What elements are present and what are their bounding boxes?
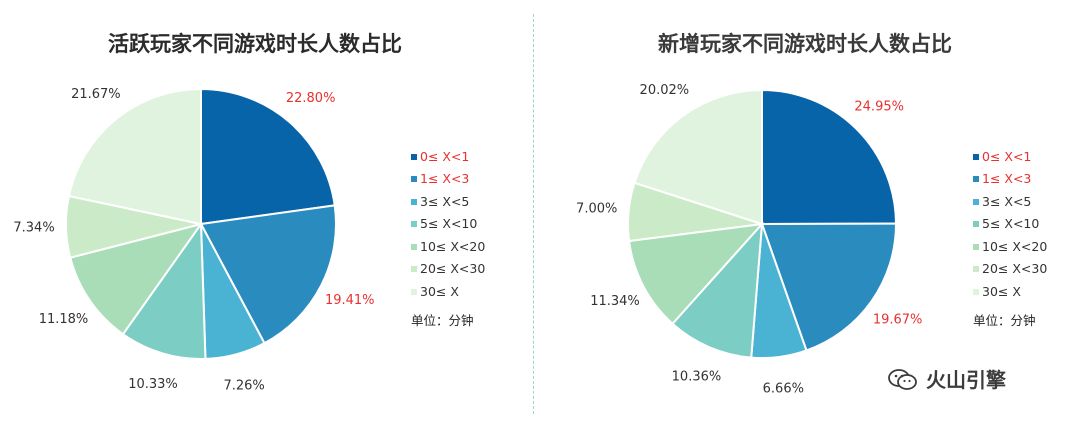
legend-label: 10≤ X<20 — [982, 239, 1048, 254]
legend-unit-label: 单位：分钟 — [411, 313, 474, 328]
legend-item-1-3: 1≤ X<3 — [411, 172, 469, 186]
legend-swatch — [973, 153, 979, 160]
legend-item-5-10: 5≤ X<10 — [411, 217, 477, 231]
legend-swatch — [411, 220, 417, 227]
legend-item-30-plus: 30≤ X — [973, 285, 1021, 299]
pie-data-label: 21.67% — [71, 87, 121, 102]
legend-label: 3≤ X<5 — [420, 194, 470, 209]
legend-item-0-1: 0≤ X<1 — [973, 150, 1031, 164]
pie-data-label: 11.18% — [39, 312, 89, 327]
legend-label: 30≤ X — [420, 284, 459, 299]
legend-swatch — [973, 175, 979, 182]
legend-label: 5≤ X<10 — [420, 216, 478, 231]
panel-divider — [533, 14, 534, 414]
legend-item-30-plus: 30≤ X — [411, 285, 459, 299]
legend-swatch — [973, 243, 979, 250]
pie-slice — [761, 88, 898, 226]
pie-1: 24.95% 19.67% 6.66% 10.36% 11.34% 7.00% 20.02% — [576, 83, 922, 397]
chart-title-new-players: 新增玩家不同游戏时长人数占比 — [658, 32, 952, 56]
pie-0: 22.80% 19.41% 7.26% 10.33% 11.18% 7.34% 21.67% — [13, 87, 374, 393]
pie-data-label: 6.66% — [763, 382, 804, 397]
pie-slice — [199, 204, 337, 345]
pie-slice — [627, 222, 765, 326]
legend-item-3-5: 3≤ X<5 — [973, 195, 1031, 209]
legend-item-1-3: 1≤ X<3 — [973, 172, 1031, 186]
pie-slice — [200, 87, 336, 226]
pie-slice — [69, 222, 204, 336]
legend-item-20-30: 20≤ X<30 — [973, 262, 1047, 276]
legend-swatch — [973, 198, 979, 205]
legend-label: 3≤ X<5 — [982, 194, 1032, 209]
legend-swatch — [973, 265, 979, 272]
chart-title-active-players: 活跃玩家不同游戏时长人数占比 — [108, 32, 402, 56]
legend-label: 0≤ X<1 — [420, 149, 470, 164]
pie-data-label: 11.34% — [590, 294, 640, 309]
legend-swatch — [411, 243, 417, 250]
legend-swatch — [411, 153, 417, 160]
watermark-text: 火山引擎 — [926, 368, 1006, 392]
legend-label: 10≤ X<20 — [420, 239, 486, 254]
pie-data-label: 24.95% — [854, 99, 904, 114]
legend-swatch — [411, 198, 417, 205]
legend-swatch — [973, 288, 979, 295]
legend-unit-label: 单位：分钟 — [973, 313, 1036, 328]
pie-data-label: 19.67% — [873, 313, 923, 328]
pie-data-label: 10.33% — [128, 377, 178, 392]
legend-label: 20≤ X<30 — [982, 261, 1048, 276]
pie-data-label: 7.00% — [576, 202, 617, 217]
pie-data-label: 7.34% — [13, 221, 54, 236]
legend-item-3-5: 3≤ X<5 — [411, 195, 469, 209]
legend-item-5-10: 5≤ X<10 — [973, 217, 1039, 231]
legend-swatch — [411, 288, 417, 295]
pie-slice — [671, 221, 764, 359]
legend-label: 1≤ X<3 — [420, 171, 470, 186]
legend-item-0-1: 0≤ X<1 — [411, 150, 469, 164]
legend-label: 30≤ X — [982, 284, 1021, 299]
legend-swatch — [973, 220, 979, 227]
legend-label: 1≤ X<3 — [982, 171, 1032, 186]
wechat-icon — [888, 368, 918, 392]
legend-item-20-30: 20≤ X<30 — [411, 262, 485, 276]
legend-item-10-20: 10≤ X<20 — [411, 240, 485, 254]
pie-slice — [121, 220, 207, 360]
legend-swatch — [411, 265, 417, 272]
legend-label: 0≤ X<1 — [982, 149, 1032, 164]
legend-swatch — [411, 175, 417, 182]
pie-data-label: 7.26% — [223, 378, 264, 393]
pie-data-label: 22.80% — [286, 91, 336, 106]
pie-data-label: 10.36% — [672, 370, 722, 385]
pie-slice — [633, 88, 763, 226]
pie-data-label: 20.02% — [640, 83, 690, 98]
pie-data-label: 19.41% — [325, 293, 375, 308]
watermark: 火山引擎 — [888, 364, 1006, 394]
legend-label: 20≤ X<30 — [420, 261, 486, 276]
legend-label: 5≤ X<10 — [982, 216, 1040, 231]
pie-slice — [67, 87, 202, 226]
legend-item-10-20: 10≤ X<20 — [973, 240, 1047, 254]
